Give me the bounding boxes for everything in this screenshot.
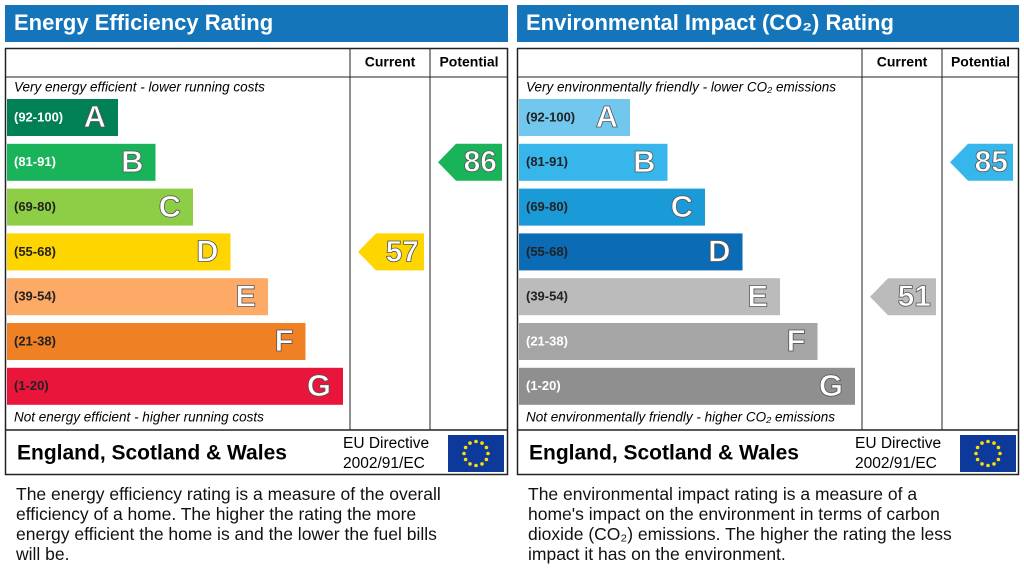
header-current: Current xyxy=(365,54,416,70)
eu-star xyxy=(484,445,489,450)
top-note: Very environmentally friendly - lower CO… xyxy=(526,80,836,95)
eu-star xyxy=(463,445,468,450)
band-range: (81-91) xyxy=(526,154,568,169)
band-letter: D xyxy=(196,234,218,269)
header-potential: Potential xyxy=(439,54,498,70)
band-letter: D xyxy=(708,234,730,269)
band-range: (69-80) xyxy=(526,199,568,214)
band xyxy=(519,278,780,316)
band-letter: A xyxy=(596,99,618,134)
footer-region: England, Scotland & Wales xyxy=(529,442,799,465)
band-letter: C xyxy=(159,189,181,224)
eu-star xyxy=(992,441,996,445)
top-note: Very energy efficient - lower running co… xyxy=(14,80,265,95)
eu-star xyxy=(484,457,489,462)
rating-arrow xyxy=(358,233,424,271)
band-letter: F xyxy=(787,323,806,358)
band xyxy=(7,367,343,405)
eu-star xyxy=(996,457,1001,462)
band-letter: G xyxy=(307,368,331,403)
rating-arrow xyxy=(438,143,502,181)
eu-star xyxy=(486,451,490,456)
eu-star xyxy=(980,462,984,466)
eu-star xyxy=(480,441,484,445)
band xyxy=(519,367,855,405)
band-letter: E xyxy=(235,278,256,313)
band-range: (39-54) xyxy=(14,289,56,304)
band-letter: B xyxy=(121,144,143,179)
rating-value: 57 xyxy=(386,235,419,268)
eu-star xyxy=(462,451,466,456)
eu-star xyxy=(474,463,478,468)
band xyxy=(519,99,630,136)
frame xyxy=(4,47,509,476)
band-range: (1-20) xyxy=(14,378,49,393)
band xyxy=(7,278,268,316)
header-potential: Potential xyxy=(951,54,1010,70)
rating-value: 51 xyxy=(898,280,931,313)
rating-value: 86 xyxy=(464,146,497,179)
bottom-note: Not environmentally friendly - higher CO… xyxy=(526,410,835,425)
band-range: (1-20) xyxy=(526,378,561,393)
footer-directive: 2002/91/EC xyxy=(855,455,937,472)
panel-title: Environmental Impact (CO₂) Rating xyxy=(526,10,894,35)
eu-star xyxy=(998,451,1002,456)
band-letter: E xyxy=(747,278,768,313)
header-current: Current xyxy=(877,54,928,70)
band-range: (21-38) xyxy=(526,333,568,348)
eu-star xyxy=(474,439,478,444)
band-letter: F xyxy=(275,323,294,358)
footer-directive: EU Directive xyxy=(855,435,941,452)
band-range: (55-68) xyxy=(526,244,568,259)
panel-title: Energy Efficiency Rating xyxy=(14,10,273,35)
title-bar xyxy=(5,5,508,42)
frame xyxy=(516,47,1020,476)
eu-star xyxy=(468,441,472,445)
band xyxy=(7,143,156,181)
band xyxy=(519,188,705,226)
band xyxy=(7,99,118,136)
footer-region: England, Scotland & Wales xyxy=(17,442,287,465)
band xyxy=(7,188,193,226)
band-range: (39-54) xyxy=(526,289,568,304)
eu-star xyxy=(975,445,980,450)
band-letter: C xyxy=(671,189,693,224)
bottom-note: Not energy efficient - higher running co… xyxy=(14,410,264,425)
band xyxy=(519,323,818,360)
eu-star xyxy=(986,463,990,468)
footer-directive: 2002/91/EC xyxy=(343,455,425,472)
eu-star xyxy=(980,441,984,445)
band xyxy=(7,323,306,360)
title-bar xyxy=(517,5,1019,42)
eu-star xyxy=(468,462,472,466)
band-letter: A xyxy=(84,99,106,134)
footer-directive: EU Directive xyxy=(343,435,429,452)
band-range: (92-100) xyxy=(14,109,63,124)
eu-star xyxy=(992,462,996,466)
rating-value: 85 xyxy=(975,146,1008,179)
eu-star xyxy=(975,457,980,462)
eu-star xyxy=(986,439,990,444)
rating-arrow xyxy=(870,278,936,316)
band-range: (81-91) xyxy=(14,154,56,169)
band-letter: B xyxy=(633,144,655,179)
eu-star xyxy=(480,462,484,466)
description: The energy efficiency rating is a measur… xyxy=(16,484,441,564)
description: The environmental impact rating is a mea… xyxy=(528,484,952,564)
band xyxy=(519,233,743,271)
band-range: (21-38) xyxy=(14,333,56,348)
band xyxy=(519,143,668,181)
band-range: (55-68) xyxy=(14,244,56,259)
eu-star xyxy=(974,451,978,456)
eu-star xyxy=(996,445,1001,450)
rating-arrow xyxy=(950,143,1013,181)
band-range: (92-100) xyxy=(526,109,575,124)
band xyxy=(7,233,231,271)
band-letter: G xyxy=(819,368,843,403)
band-range: (69-80) xyxy=(14,199,56,214)
eu-star xyxy=(463,457,468,462)
